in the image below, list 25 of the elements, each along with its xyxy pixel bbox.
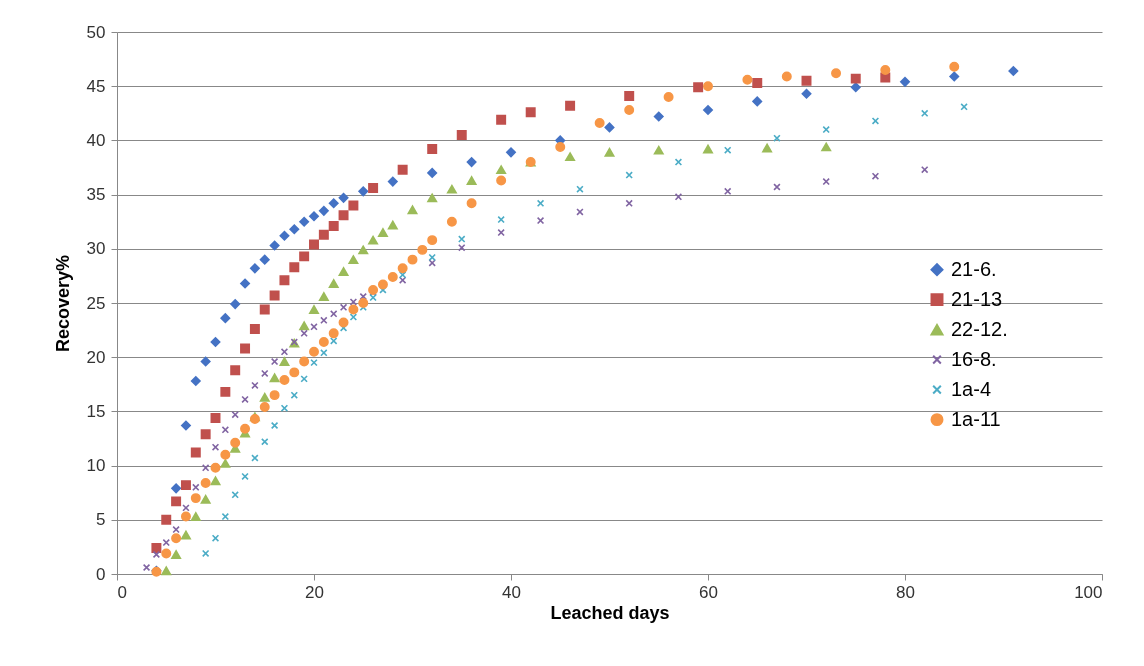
y-axis-title: Recovery% [52, 254, 73, 353]
y-tick-label: 0 [96, 564, 106, 584]
y-tick-label: 40 [86, 130, 106, 150]
legend-label: 21-6. [951, 257, 997, 280]
y-tick-label: 20 [86, 347, 106, 367]
x-axis-title: Leached days [550, 602, 670, 623]
y-tick-label: 10 [86, 456, 106, 476]
y-tick-label: 30 [86, 239, 106, 259]
x-tick-label: 0 [117, 582, 127, 602]
legend-label: 22-12. [951, 317, 1008, 340]
x-tick-label: 100 [1074, 582, 1103, 602]
x-tick-label: 20 [305, 582, 324, 602]
x-tick-label: 40 [502, 582, 521, 602]
y-tick-label: 35 [86, 185, 106, 205]
y-tick-label: 15 [86, 401, 106, 421]
x-tick-label: 60 [699, 582, 718, 602]
y-tick-label: 25 [86, 293, 106, 313]
legend-label: 21-13 [951, 287, 1003, 310]
legend-label: 16-8. [951, 347, 997, 370]
y-tick-label: 50 [86, 22, 106, 42]
legend-label: 1a-4 [951, 377, 992, 400]
legend-label: 1a-11 [951, 407, 1001, 430]
y-tick-label: 5 [96, 510, 106, 530]
x-tick-label: 80 [896, 582, 915, 602]
y-tick-label: 45 [86, 76, 106, 96]
